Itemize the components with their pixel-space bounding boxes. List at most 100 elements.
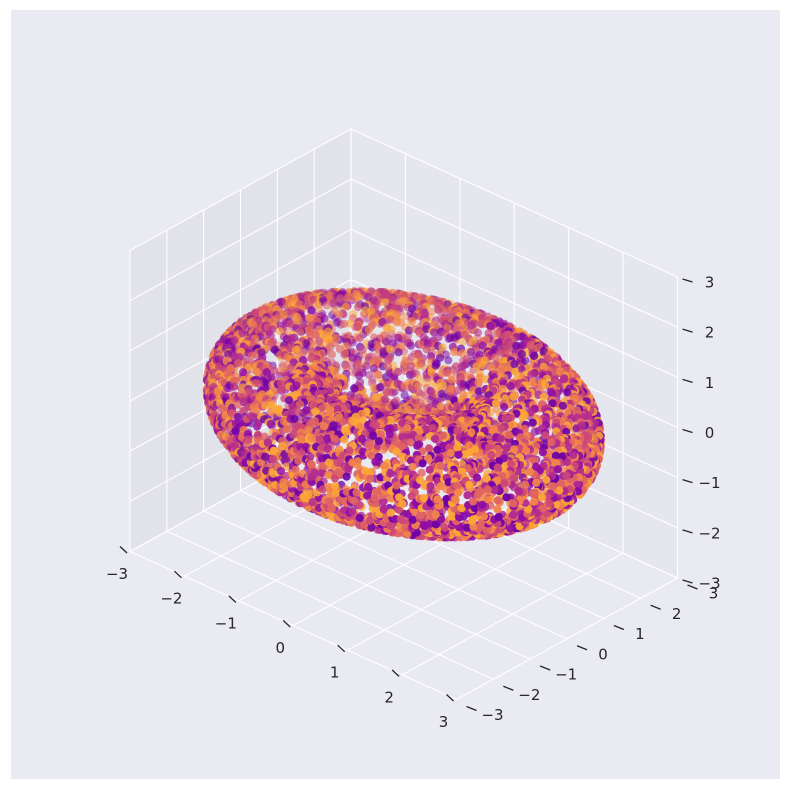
scatter-point xyxy=(238,383,247,392)
scatter-point xyxy=(406,341,415,350)
scatter-point xyxy=(383,362,393,371)
scatter-point xyxy=(492,399,501,408)
scatter-point xyxy=(400,359,409,368)
scatter-point xyxy=(541,381,550,390)
scatter-point xyxy=(267,373,276,382)
scatter-point xyxy=(227,409,236,418)
grid-line xyxy=(129,178,352,302)
scatter-point xyxy=(458,337,467,346)
scatter-point xyxy=(511,367,520,376)
scatter-point xyxy=(246,412,255,421)
scatter-point xyxy=(282,462,291,471)
scatter-point xyxy=(299,349,308,358)
scatter-point xyxy=(340,319,349,328)
scatter-point xyxy=(293,406,302,415)
scatter-point xyxy=(276,466,285,476)
scatter-point xyxy=(336,294,345,303)
scatter-point xyxy=(279,311,288,320)
scatter-point xyxy=(238,329,247,338)
scatter-point xyxy=(313,300,322,309)
scatter-point xyxy=(459,390,468,399)
scatter-point xyxy=(490,353,500,362)
scatter-point xyxy=(474,387,483,396)
scatter-point xyxy=(500,402,509,412)
scatter-point xyxy=(458,349,467,358)
scatter-point xyxy=(296,327,305,336)
scatter-point xyxy=(548,389,557,398)
scatter-point xyxy=(333,405,342,414)
scatter-point xyxy=(387,325,396,334)
grid-line xyxy=(129,128,352,251)
scatter-point xyxy=(362,361,371,370)
scatter-point xyxy=(277,385,286,394)
scatter-point xyxy=(393,367,402,377)
scatter-point xyxy=(308,339,317,348)
scatter-point xyxy=(380,298,390,307)
scatter-point xyxy=(283,424,292,434)
scatter-points xyxy=(202,286,605,542)
scatter-point xyxy=(459,361,469,370)
scatter-point xyxy=(354,371,363,380)
scatter-point xyxy=(509,392,518,401)
scatter-point xyxy=(275,408,284,417)
scatter-point xyxy=(436,402,445,411)
scatter-point xyxy=(275,371,284,380)
scatter-point xyxy=(329,299,338,308)
scatter-point xyxy=(302,406,311,415)
scatter-point xyxy=(394,348,403,357)
scatter-point xyxy=(381,395,390,404)
scatter-point xyxy=(475,350,484,359)
scatter-point xyxy=(590,419,599,428)
scatter-point xyxy=(486,322,495,331)
scatter-point xyxy=(382,387,391,396)
scatter-point xyxy=(356,378,365,387)
scatter-point xyxy=(437,389,446,398)
scatter-point xyxy=(442,368,452,377)
scatter-point xyxy=(295,400,304,409)
scatter-point xyxy=(230,336,239,345)
scatter-point xyxy=(397,318,406,327)
scatter-point xyxy=(558,401,568,410)
scatter-point xyxy=(404,326,413,335)
scatter-point xyxy=(340,350,349,359)
scatter-point xyxy=(474,378,483,387)
scatter-point xyxy=(343,293,352,302)
scatter-point xyxy=(248,320,258,329)
scatter-point xyxy=(354,292,363,302)
scatter-point xyxy=(528,377,537,386)
scatter-point xyxy=(268,325,277,334)
scatter-point xyxy=(386,315,395,324)
scatter-point xyxy=(286,319,295,329)
scatter-point xyxy=(478,361,487,370)
scatter-point xyxy=(269,446,278,455)
scatter-point xyxy=(559,375,569,384)
scatter-point xyxy=(539,392,548,401)
scatter-point xyxy=(269,316,278,325)
scatter-point xyxy=(233,359,243,368)
scatter-point xyxy=(563,388,572,397)
grid-line xyxy=(350,178,678,328)
scatter-point xyxy=(253,368,262,377)
scatter-point xyxy=(450,333,459,342)
scatter-point xyxy=(373,392,382,402)
scatter-point xyxy=(407,361,416,370)
scatter-point xyxy=(322,301,331,310)
scatter-point xyxy=(436,353,445,362)
scatter-point xyxy=(458,460,467,469)
scatter-point xyxy=(239,368,248,377)
scatter-point xyxy=(230,442,240,451)
scatter-point xyxy=(477,320,486,329)
scatter-point xyxy=(289,430,298,439)
scatter-point xyxy=(394,333,403,342)
scatter-point xyxy=(385,345,395,354)
scatter-point xyxy=(530,351,539,360)
scatter-point xyxy=(447,384,456,393)
scatter-point xyxy=(244,435,253,444)
scatter-point xyxy=(467,321,476,330)
scatter-point xyxy=(269,454,278,464)
scatter-point xyxy=(436,378,445,387)
scatter-point xyxy=(447,375,456,384)
scatter-point xyxy=(230,382,239,391)
grid-line xyxy=(456,577,678,701)
